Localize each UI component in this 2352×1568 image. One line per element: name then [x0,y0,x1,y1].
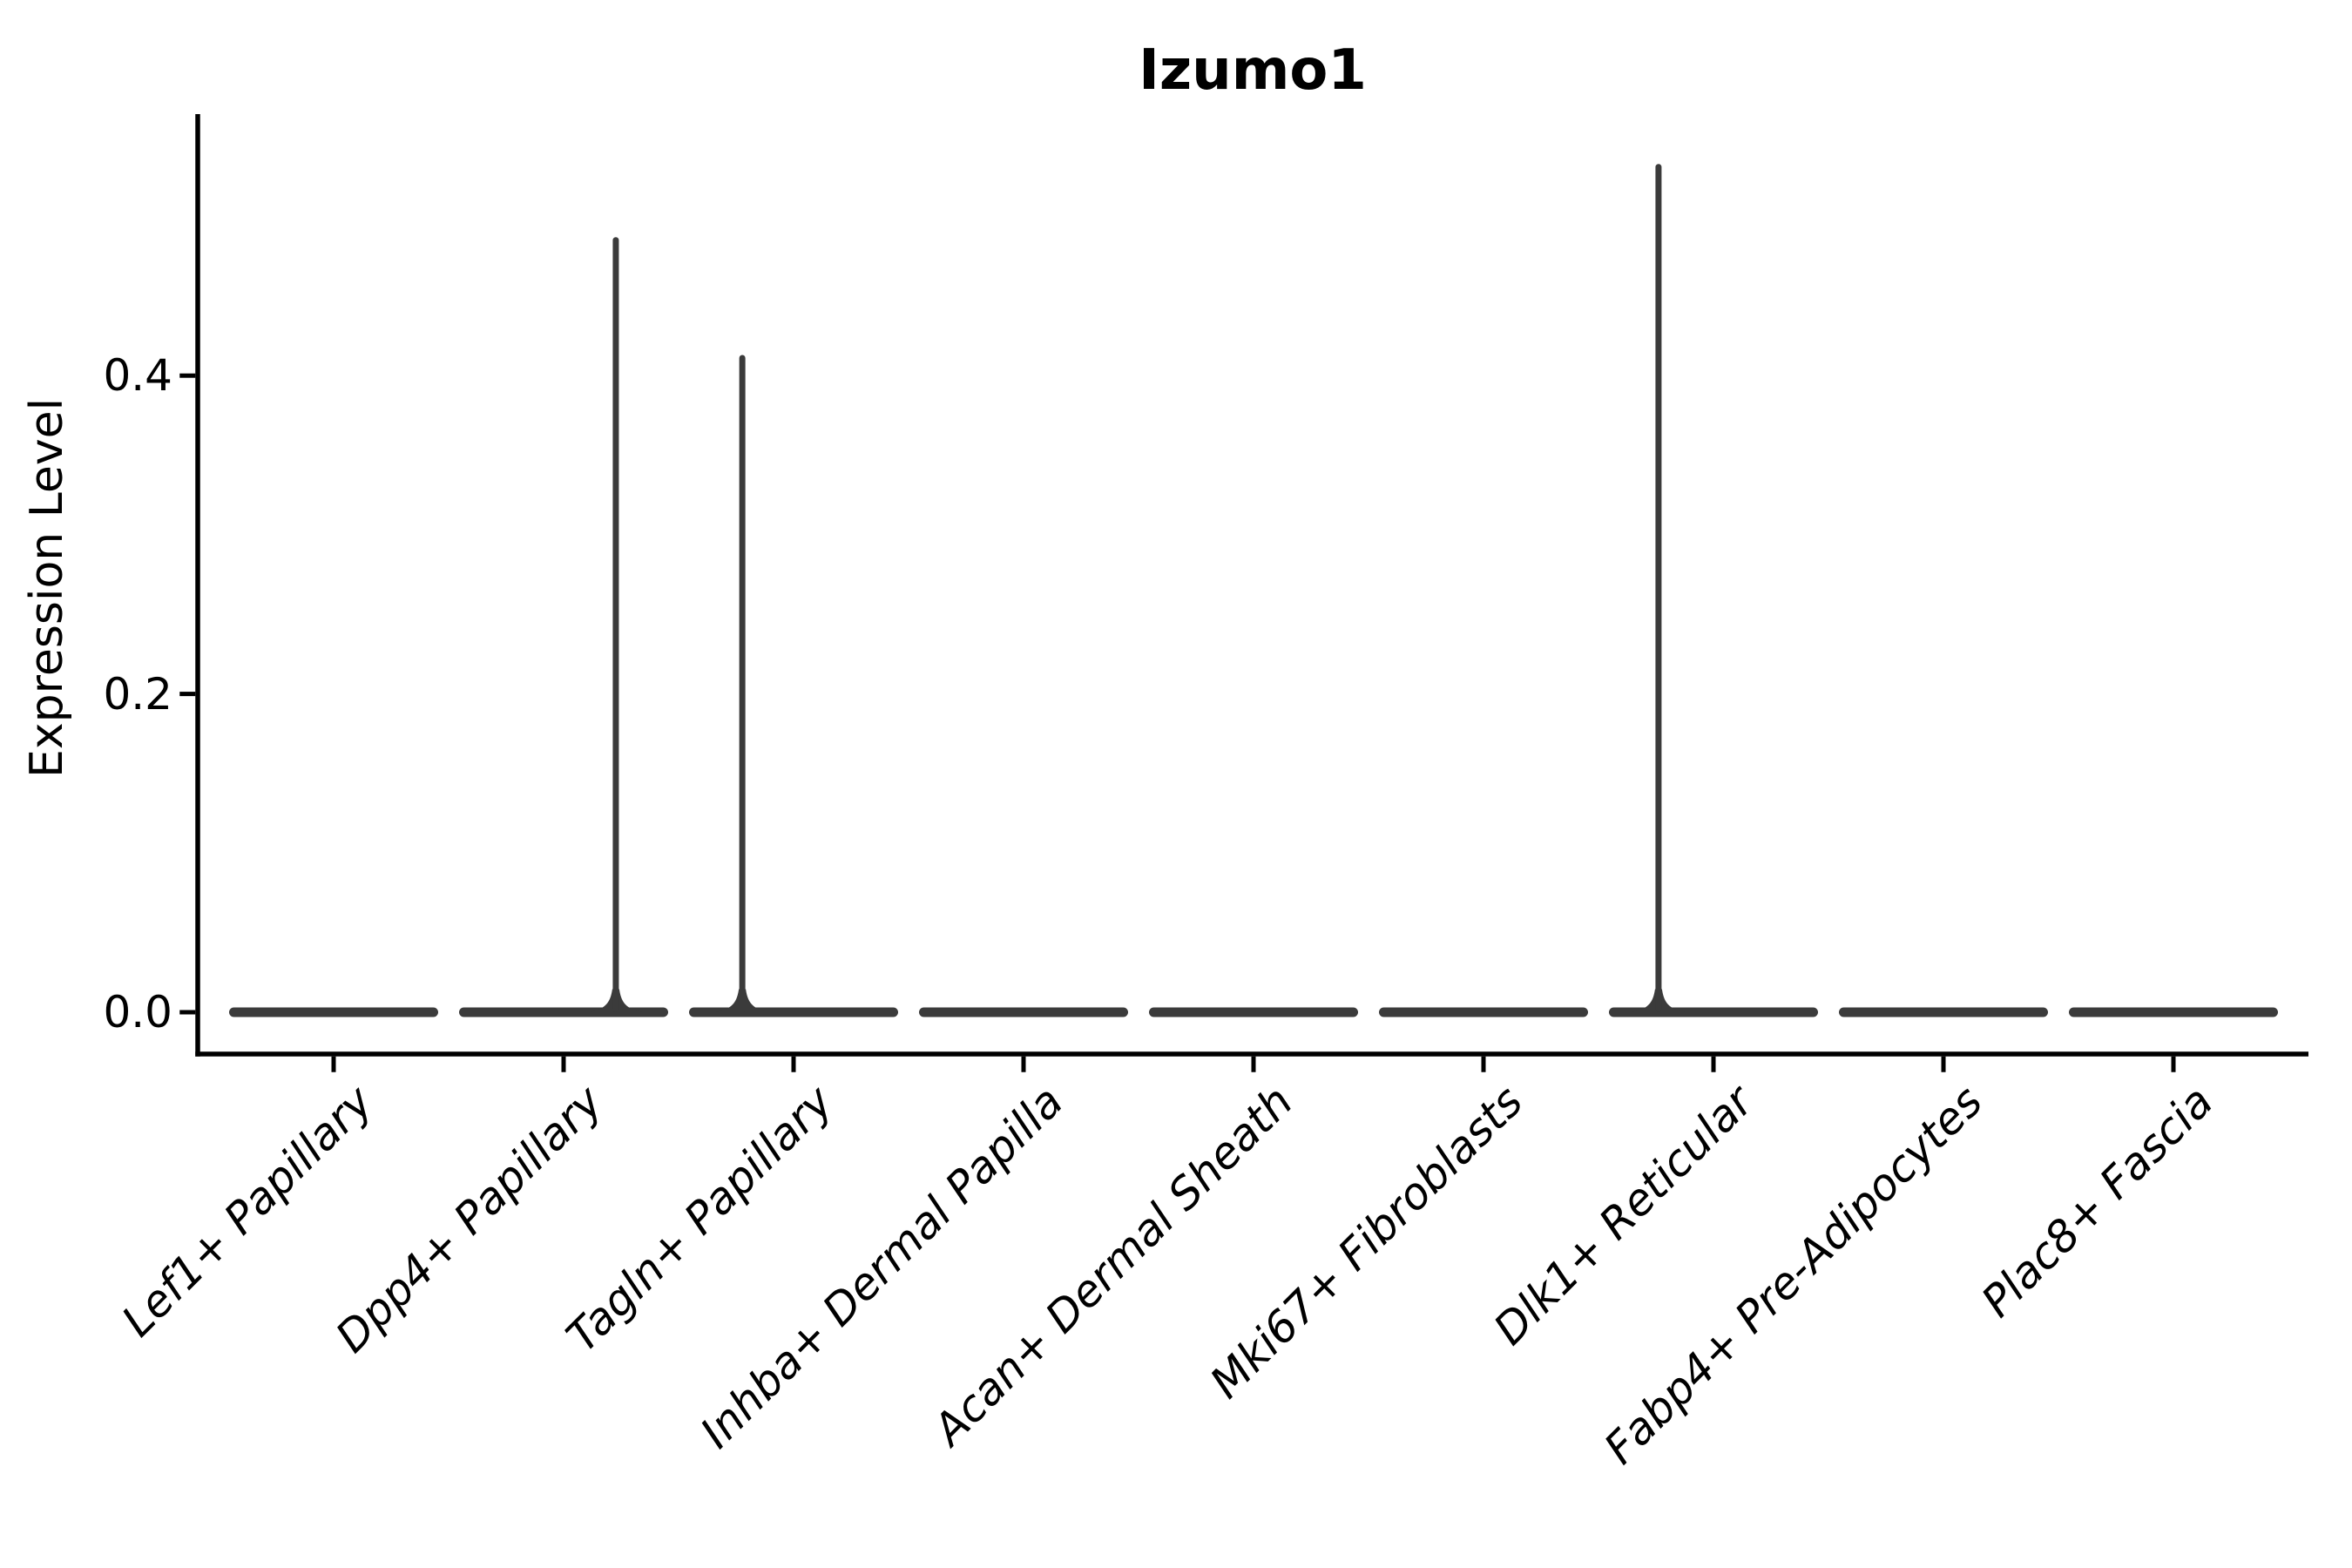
x-tick-mark [1481,1056,1486,1072]
violin-body [689,1007,898,1017]
y-tick-label: 0.2 [103,668,172,720]
violin-body [1839,1007,2048,1017]
y-tick-label: 0.4 [103,350,172,402]
x-tick-mark [791,1056,796,1072]
violin-body [1609,1007,1818,1017]
violin-body [459,1007,668,1017]
x-tick-mark [2171,1056,2176,1072]
chart-title: Izumo1 [1139,38,1367,103]
violin-body [1149,1007,1358,1017]
x-tick-mark [1251,1056,1256,1072]
y-tick-mark [179,373,196,378]
violin-spike [739,355,746,1013]
y-axis-spine [195,114,200,1057]
violin-body [1379,1007,1588,1017]
violin-spike [1655,164,1662,1013]
y-tick-mark [179,692,196,697]
x-tick-mark [1021,1056,1026,1072]
violin-spike [612,237,619,1013]
x-axis-spine [195,1051,2308,1057]
x-tick-mark [331,1056,336,1072]
y-tick-label: 0.0 [103,987,172,1037]
violin-body [2069,1007,2278,1017]
x-tick-mark [1941,1056,1946,1072]
violin-body [919,1007,1128,1017]
y-tick-mark [179,1010,196,1015]
x-tick-mark [561,1056,566,1072]
violin-body [229,1007,438,1017]
x-tick-mark [1711,1056,1716,1072]
